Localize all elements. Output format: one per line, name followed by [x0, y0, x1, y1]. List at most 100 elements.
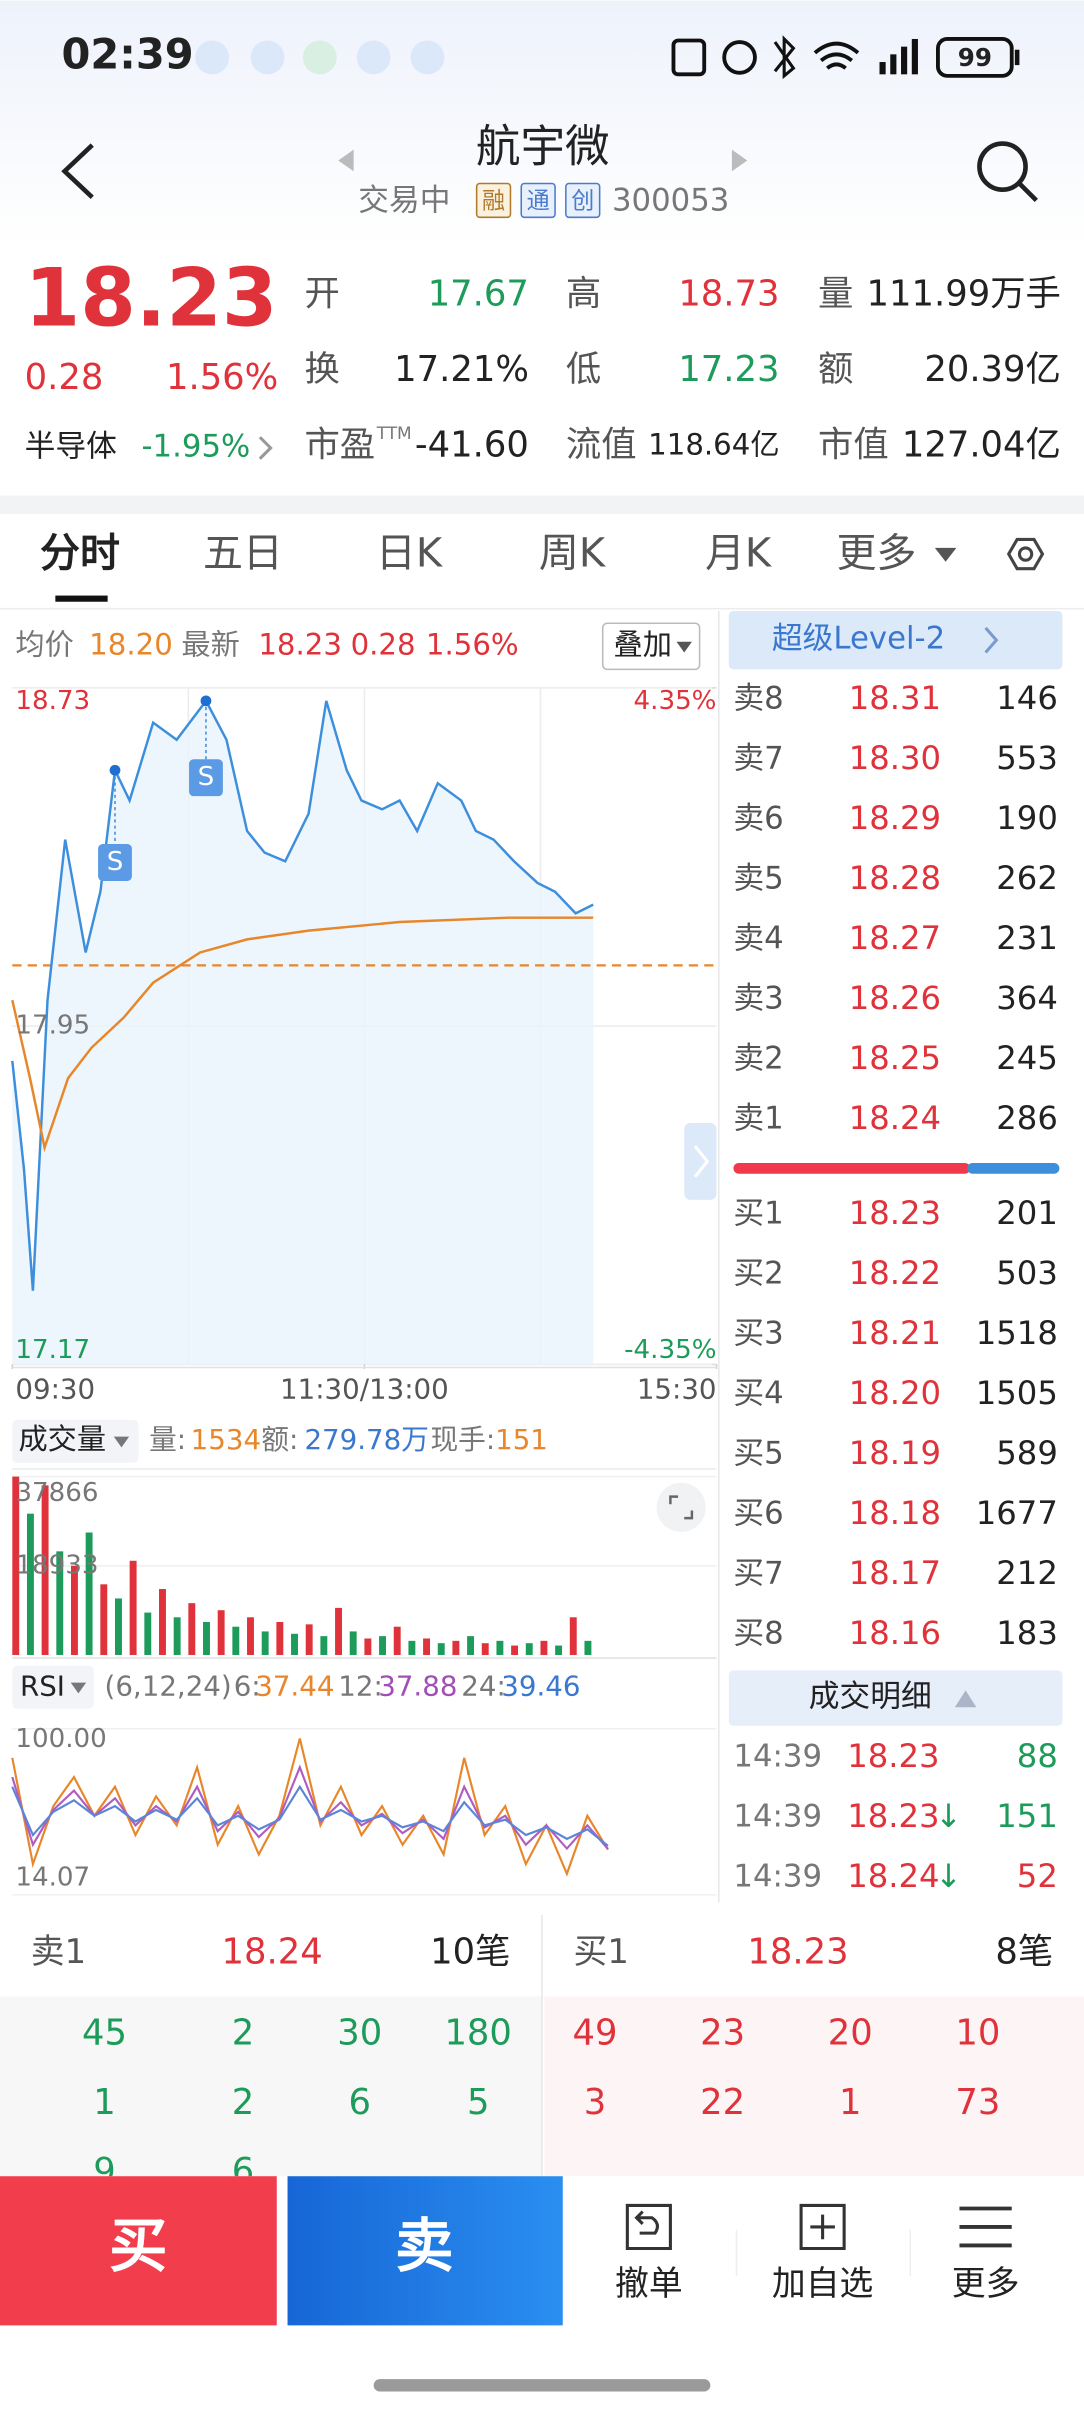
sector-name[interactable]: 半导体	[25, 428, 117, 464]
depth-bar-ask	[733, 1162, 971, 1174]
rsi-selector[interactable]	[12, 1665, 94, 1709]
fullscreen-icon	[669, 1495, 694, 1520]
volume-bar	[555, 1645, 563, 1655]
volume-selector[interactable]	[12, 1419, 139, 1463]
ask-volume: 190	[996, 799, 1058, 837]
field-label: 流值	[566, 424, 637, 465]
home-indicator	[373, 2379, 711, 2392]
tag: 创	[571, 188, 594, 214]
settings-icon[interactable]	[1006, 537, 1045, 571]
y-tick-label: 17.17	[15, 1335, 90, 1365]
ask-price: 18.27	[849, 919, 941, 957]
sector-chevron	[258, 436, 273, 460]
level2-header[interactable]	[728, 610, 1063, 670]
fullscreen-button[interactable]	[656, 1482, 706, 1532]
bid-price: 18.16	[849, 1614, 941, 1652]
queue-order: 180	[444, 2013, 512, 2054]
volume-field-label: 量:	[149, 1423, 186, 1456]
overlay-button[interactable]	[601, 622, 701, 671]
tab[interactable]: 月K	[705, 531, 773, 577]
bid-label: 买7	[733, 1556, 783, 1592]
volume-bar	[540, 1640, 548, 1655]
buy-button[interactable]	[0, 2176, 277, 2326]
volume-bar	[261, 1631, 269, 1655]
ask-label: 卖7	[733, 741, 783, 777]
bid-label: 买3	[733, 1316, 783, 1352]
sell-button[interactable]	[287, 2176, 563, 2326]
panel-divider	[718, 610, 720, 1903]
sell-label[interactable]: 卖	[395, 2212, 453, 2280]
level2-chevron	[984, 626, 999, 654]
tab[interactable]: 周K	[539, 531, 607, 577]
queue-order: 49	[573, 2013, 618, 2054]
signal-box	[189, 759, 223, 797]
volume-bar	[305, 1624, 313, 1655]
tab-underline	[55, 595, 108, 602]
rsi-label: RSI	[20, 1669, 65, 1702]
field-label-sup: TTM	[376, 423, 412, 443]
queue-count: 10笔	[430, 1931, 510, 1972]
price-change-pct: 1.56%	[166, 357, 278, 398]
buy-label[interactable]: 买	[109, 2212, 167, 2280]
signal-label: S	[107, 847, 124, 877]
field-label: 换	[304, 349, 339, 390]
tag: 通	[527, 188, 550, 214]
volume-bar	[569, 1617, 577, 1655]
chart-layer: SS	[11, 687, 718, 1896]
ask-label: 卖4	[733, 920, 783, 956]
volume-amount: 279.78万	[304, 1423, 428, 1456]
field-label: 低	[566, 349, 601, 390]
bid-volume: 503	[996, 1254, 1058, 1292]
field-value: 17.21%	[394, 349, 529, 390]
rsi-field-label: 24:	[461, 1669, 506, 1702]
ask-label: 卖5	[733, 861, 783, 897]
y-tick-label: 100.00	[15, 1724, 106, 1754]
legend-latest: 18.23	[258, 627, 342, 661]
rsi-value: 37.88	[378, 1669, 457, 1702]
trades-header[interactable]	[728, 1670, 1063, 1726]
queue-order: 30	[337, 2013, 382, 2054]
tool-label[interactable]: 加自选	[772, 2264, 873, 2303]
trade-time: 14:39	[733, 1738, 822, 1774]
tab[interactable]: 分时	[40, 531, 120, 577]
volume-bar	[511, 1645, 519, 1655]
trades-title[interactable]: 成交明细	[809, 1679, 932, 1715]
tab[interactable]: 更多	[836, 531, 916, 577]
level2-title[interactable]: 超级Level-2	[772, 621, 945, 657]
search-button[interactable]	[977, 141, 1038, 203]
bid-label: 买5	[733, 1436, 783, 1472]
tool-label[interactable]: 撤单	[615, 2264, 683, 2303]
volume-field-label: 额:	[261, 1423, 298, 1456]
tab[interactable]: 日K	[376, 531, 444, 577]
volume-bar	[85, 1532, 93, 1655]
ask-volume: 231	[996, 919, 1058, 957]
rsi-field-label: 6:	[234, 1669, 261, 1702]
volume-bar	[203, 1622, 210, 1655]
back-button[interactable]	[61, 143, 94, 200]
trade-status: 交易中	[358, 182, 450, 218]
tag-box	[520, 182, 556, 219]
bid-queue-bg	[544, 1996, 1084, 2177]
queue-count: 8笔	[995, 1931, 1053, 1972]
y2-tick-label: -4.35%	[624, 1335, 716, 1365]
volume-bar	[584, 1640, 592, 1655]
ask-volume: 245	[996, 1039, 1058, 1077]
bid-price: 18.22	[849, 1254, 941, 1292]
tool-label[interactable]: 更多	[952, 2264, 1020, 2303]
volume-bar	[496, 1640, 504, 1655]
queue-order: 22	[700, 2082, 745, 2123]
volume-bar	[364, 1638, 372, 1655]
overlay-label[interactable]: 叠加	[614, 627, 672, 661]
queue-label: 卖1	[31, 1932, 86, 1971]
bid-volume: 1677	[976, 1494, 1058, 1532]
volume-bar	[144, 1612, 152, 1655]
tab[interactable]: 五日	[203, 531, 283, 577]
expand-handle[interactable]	[684, 1122, 717, 1200]
field-value: 18.73	[678, 274, 779, 315]
ask-price: 18.25	[849, 1039, 941, 1077]
rsi-line	[11, 1764, 609, 1851]
volume-bar	[12, 1476, 20, 1655]
volume-bar	[393, 1626, 401, 1655]
watchlist-icon	[799, 2203, 846, 2251]
